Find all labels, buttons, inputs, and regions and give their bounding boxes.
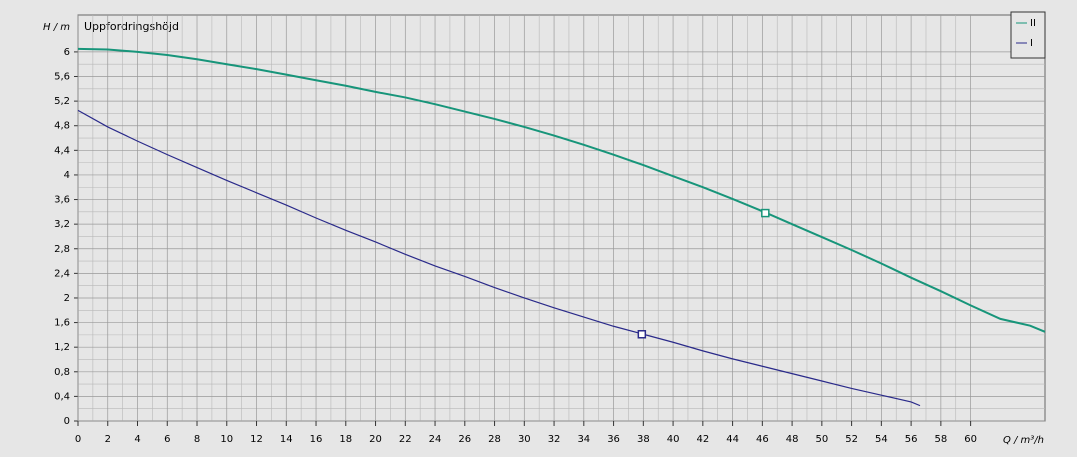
x-tick-label: 12 [250,434,263,445]
y-tick-label: 5,6 [54,72,70,83]
x-tick-label: 24 [429,434,442,445]
annotation: Uppfordringshöjd [84,20,179,33]
x-tick-label: 52 [845,434,858,445]
y-tick-label: 6 [64,47,70,58]
x-tick-label: 16 [310,434,323,445]
x-tick-label: 40 [667,434,680,445]
x-tick-label: 6 [164,434,170,445]
x-tick-label: 14 [280,434,293,445]
curve [77,109,921,407]
legend-label: I [1030,38,1033,49]
x-tick-label: 58 [934,434,947,445]
x-tick-label: 36 [607,434,620,445]
x-tick-label: 56 [905,434,918,445]
x-tick-label: 18 [339,434,352,445]
x-tick-label: 38 [637,434,650,445]
operating-point [637,330,647,339]
y-tick-label: 0 [64,416,70,427]
y-tick-label: 1,6 [54,318,70,329]
x-tick-label: 10 [220,434,233,445]
x-tick-label: 42 [696,434,709,445]
x-tick-label: 60 [964,434,977,445]
x-tick-label: 34 [577,434,590,445]
y-tick-label: 4,4 [54,145,70,156]
curve [77,47,1046,333]
x-tick-label: 32 [548,434,561,445]
y-tick-label: 1,2 [54,342,70,353]
legend-box [1010,11,1046,59]
x-tick-label: 44 [726,434,739,445]
y-tick-label: 5,2 [54,96,70,107]
y-tick-label: 3,6 [54,195,70,206]
x-tick-label: 8 [194,434,200,445]
x-tick-label: 2 [105,434,111,445]
y-tick-label: 2,4 [54,268,70,279]
y-tick-label: 2,8 [54,244,70,255]
x-tick-label: 28 [488,434,501,445]
y-tick-label: 3,2 [54,219,70,230]
x-tick-label: 30 [518,434,531,445]
y-axis-label: H / m [43,22,70,33]
x-tick-label: 46 [756,434,769,445]
x-tick-label: 20 [369,434,382,445]
x-tick-label: 54 [875,434,888,445]
x-tick-label: 22 [399,434,412,445]
y-tick-label: 4,8 [54,121,70,132]
x-tick-label: 0 [75,434,81,445]
x-tick-label: 50 [815,434,828,445]
y-tick-label: 0,4 [54,391,70,402]
plot-area [77,14,1046,422]
x-tick-label: 26 [458,434,471,445]
y-tick-label: 4 [64,170,70,181]
x-tick-label: 4 [134,434,140,445]
legend-label: II [1030,18,1036,29]
y-tick-label: 0,8 [54,367,70,378]
x-axis-label: Q / m³/h [1003,435,1044,446]
y-tick-label: 2 [64,293,70,304]
operating-point [761,208,770,218]
x-tick-label: 48 [786,434,799,445]
